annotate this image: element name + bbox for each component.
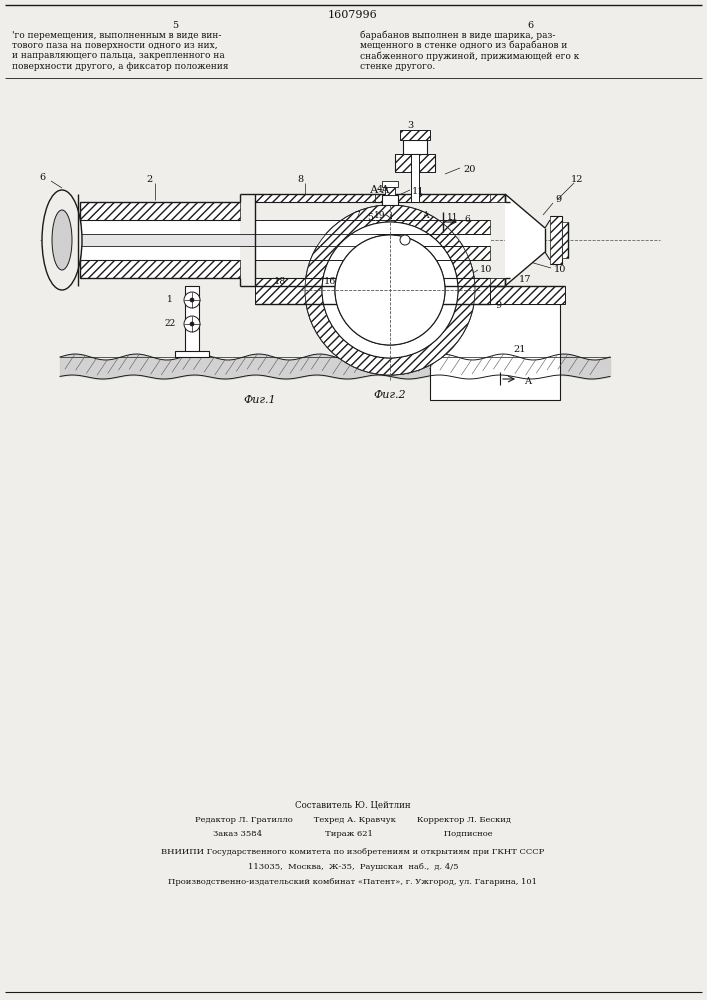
Text: Производственно-издательский комбинат «Патент», г. Ужгород, ул. Гагарина, 101: Производственно-издательский комбинат «П…	[168, 878, 537, 886]
Text: 17: 17	[519, 275, 531, 284]
Bar	[490, 278, 505, 286]
Text: 12: 12	[571, 176, 583, 184]
Text: 8: 8	[297, 176, 303, 184]
Bar	[255, 286, 490, 304]
Bar	[375, 220, 490, 234]
Text: 16: 16	[324, 277, 337, 286]
Text: снабженного пружиной, прижимающей его к: снабженного пружиной, прижимающей его к	[360, 51, 579, 61]
Bar	[430, 304, 560, 400]
Text: 6: 6	[527, 20, 533, 29]
Text: Составитель Ю. Цейтлин: Составитель Ю. Цейтлин	[296, 800, 411, 810]
Text: стенке другого.: стенке другого.	[360, 62, 436, 71]
Text: ВНИИПИ Государственного комитета по изобретениям и открытиям при ГКНТ СССР: ВНИИПИ Государственного комитета по изоб…	[161, 848, 544, 856]
Bar	[550, 216, 562, 264]
Wedge shape	[305, 205, 475, 375]
Text: 20: 20	[464, 165, 477, 174]
Bar	[490, 286, 565, 304]
Text: 9: 9	[495, 300, 501, 310]
Text: 21: 21	[514, 346, 526, 355]
Text: 113035,  Москва,  Ж-35,  Раушская  наб.,  д. 4/5: 113035, Москва, Ж-35, Раушская наб., д. …	[247, 863, 458, 871]
Text: 'го перемещения, выполненным в виде вин-: 'го перемещения, выполненным в виде вин-	[12, 30, 221, 39]
Polygon shape	[505, 194, 545, 286]
Circle shape	[400, 235, 410, 245]
Text: поверхности другого, а фиксатор положения: поверхности другого, а фиксатор положени…	[12, 62, 228, 71]
Circle shape	[184, 316, 200, 332]
Text: 19: 19	[374, 211, 386, 220]
Text: 1607996: 1607996	[328, 10, 378, 20]
Bar	[562, 222, 568, 258]
Bar	[255, 278, 375, 286]
Bar	[375, 278, 505, 286]
Ellipse shape	[42, 190, 82, 290]
Text: 9: 9	[555, 196, 561, 205]
Text: тового паза на поверхности одного из них,: тового паза на поверхности одного из них…	[12, 41, 218, 50]
Wedge shape	[322, 222, 458, 358]
Text: Заказ 3584                        Тираж 621                           Подписное: Заказ 3584 Тираж 621 Подписное	[214, 830, 493, 838]
Circle shape	[335, 235, 445, 345]
Bar	[80, 220, 240, 260]
Text: Фиг.1: Фиг.1	[244, 395, 276, 405]
Text: 3: 3	[407, 120, 413, 129]
Ellipse shape	[52, 210, 72, 270]
Circle shape	[305, 205, 475, 375]
Bar	[400, 130, 430, 140]
Text: 22: 22	[164, 320, 175, 328]
Bar	[411, 154, 419, 202]
Text: Фиг.2: Фиг.2	[374, 390, 407, 400]
Text: 10: 10	[480, 265, 492, 274]
Text: мещенного в стенке одного из барабанов и: мещенного в стенке одного из барабанов и	[360, 41, 568, 50]
Text: А-А: А-А	[370, 185, 390, 195]
Bar	[382, 181, 398, 187]
Text: барабанов выполнен в виде шарика, раз-: барабанов выполнен в виде шарика, раз-	[360, 30, 556, 40]
Bar	[80, 202, 240, 220]
Circle shape	[184, 292, 200, 308]
Bar	[395, 154, 435, 172]
Text: A: A	[524, 376, 531, 385]
Text: 11: 11	[412, 186, 424, 196]
Bar	[175, 351, 209, 357]
Text: 5: 5	[367, 214, 373, 223]
Text: 18: 18	[274, 277, 286, 286]
Text: 7: 7	[354, 211, 360, 220]
Text: 11: 11	[448, 213, 459, 222]
Bar	[385, 187, 395, 195]
Bar	[375, 246, 490, 260]
Bar	[375, 234, 490, 246]
Text: 10: 10	[554, 265, 566, 274]
Text: 4: 4	[377, 186, 383, 194]
Text: и направляющего пальца, закрепленного на: и направляющего пальца, закрепленного на	[12, 51, 225, 60]
Bar	[255, 220, 375, 260]
Bar	[403, 140, 427, 154]
Text: 2: 2	[147, 176, 153, 184]
Bar	[80, 234, 460, 246]
Bar	[382, 195, 398, 205]
Bar	[185, 286, 199, 352]
Bar	[490, 194, 505, 202]
Circle shape	[190, 322, 194, 326]
Text: 5: 5	[172, 20, 178, 29]
Text: 6: 6	[464, 216, 470, 225]
Bar	[375, 194, 505, 202]
Text: A: A	[422, 211, 428, 220]
Circle shape	[190, 298, 194, 302]
Text: 6: 6	[39, 174, 45, 182]
Bar	[80, 260, 240, 278]
Text: Редактор Л. Гратилло        Техред А. Кравчук        Корректор Л. Бескид: Редактор Л. Гратилло Техред А. Кравчук К…	[195, 816, 511, 824]
Text: 1: 1	[167, 296, 173, 304]
Bar	[255, 194, 375, 202]
